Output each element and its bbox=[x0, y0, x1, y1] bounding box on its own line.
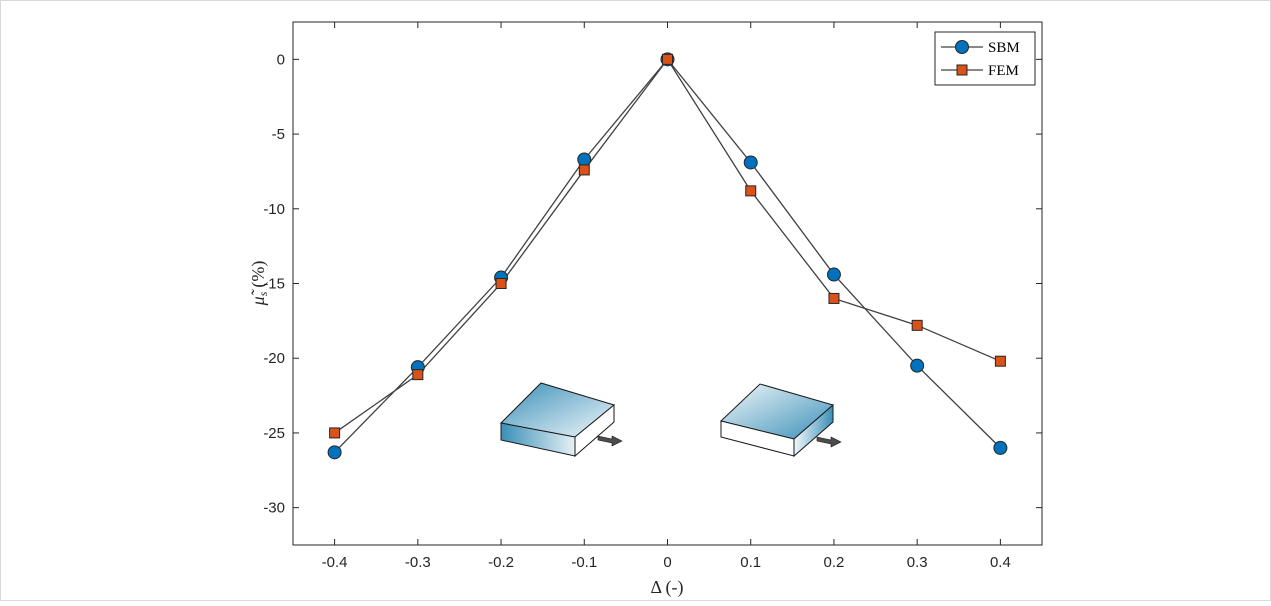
x-tick-label: 0.4 bbox=[990, 554, 1011, 571]
y-tick-label: -20 bbox=[263, 350, 285, 367]
legend-label-sbm: SBM bbox=[988, 40, 1020, 56]
y-axis-label: μ̃s(%) bbox=[248, 261, 270, 307]
data-point-fem bbox=[578, 164, 590, 176]
data-point-sbm bbox=[826, 267, 841, 282]
y-tick-label: -30 bbox=[263, 500, 285, 517]
y-tick-label: -10 bbox=[263, 201, 285, 218]
plate-right-side-face bbox=[793, 403, 834, 458]
data-point-fem bbox=[412, 369, 424, 381]
y-axis-label-sub: s bbox=[256, 291, 270, 296]
x-axis-label: Δ (-) bbox=[650, 577, 683, 598]
data-point-sbm bbox=[327, 445, 342, 460]
y-tick-label: 0 bbox=[277, 51, 285, 68]
data-point-sbm bbox=[743, 155, 758, 170]
x-tick-label: 0 bbox=[663, 554, 671, 571]
data-point-fem bbox=[994, 355, 1006, 367]
x-tick-label: -0.2 bbox=[488, 554, 514, 571]
data-point-fem bbox=[495, 278, 507, 289]
x-tick-label: 0.3 bbox=[907, 554, 928, 571]
inset-plate-right bbox=[719, 383, 842, 458]
data-point-sbm bbox=[577, 152, 592, 167]
legend-box bbox=[934, 31, 1036, 86]
legend-marker-fem bbox=[956, 64, 968, 76]
x-tick-label: 0.1 bbox=[740, 554, 761, 571]
data-point-fem bbox=[662, 53, 673, 65]
x-tick-label: 0.2 bbox=[824, 554, 845, 571]
plate-left-side-face bbox=[574, 403, 615, 458]
arrow-right-icon bbox=[816, 436, 842, 448]
x-tick-label: -0.3 bbox=[405, 554, 431, 571]
arrow-right-icon bbox=[597, 435, 623, 447]
plot-area bbox=[292, 21, 1043, 546]
y-tick-label: -25 bbox=[263, 425, 285, 442]
data-point-sbm bbox=[910, 358, 925, 373]
y-axis-label-unit: (%) bbox=[248, 261, 269, 288]
data-point-sbm bbox=[993, 440, 1008, 455]
x-tick-label: -0.4 bbox=[322, 554, 348, 571]
y-tick-label: -15 bbox=[263, 276, 285, 293]
legend-label-fem: FEM bbox=[988, 63, 1019, 79]
y-axis-ticks: 0 -5 -10 -15 -20 -25 -30 bbox=[263, 51, 1042, 517]
data-point-fem bbox=[828, 292, 840, 304]
data-point-fem bbox=[911, 319, 923, 331]
x-tick-label: -0.1 bbox=[571, 554, 597, 571]
legend: SBM FEM bbox=[934, 31, 1036, 86]
data-point-fem bbox=[329, 427, 341, 439]
series-layer bbox=[327, 52, 1008, 460]
x-axis-ticks: -0.4 -0.3 -0.2 -0.1 0 0.1 0.2 0.3 0.4 bbox=[322, 22, 1011, 571]
data-point-fem bbox=[745, 185, 757, 197]
inset-plate-left bbox=[499, 382, 623, 458]
y-tick-label: -5 bbox=[272, 126, 285, 143]
legend-marker-sbm bbox=[955, 40, 969, 54]
